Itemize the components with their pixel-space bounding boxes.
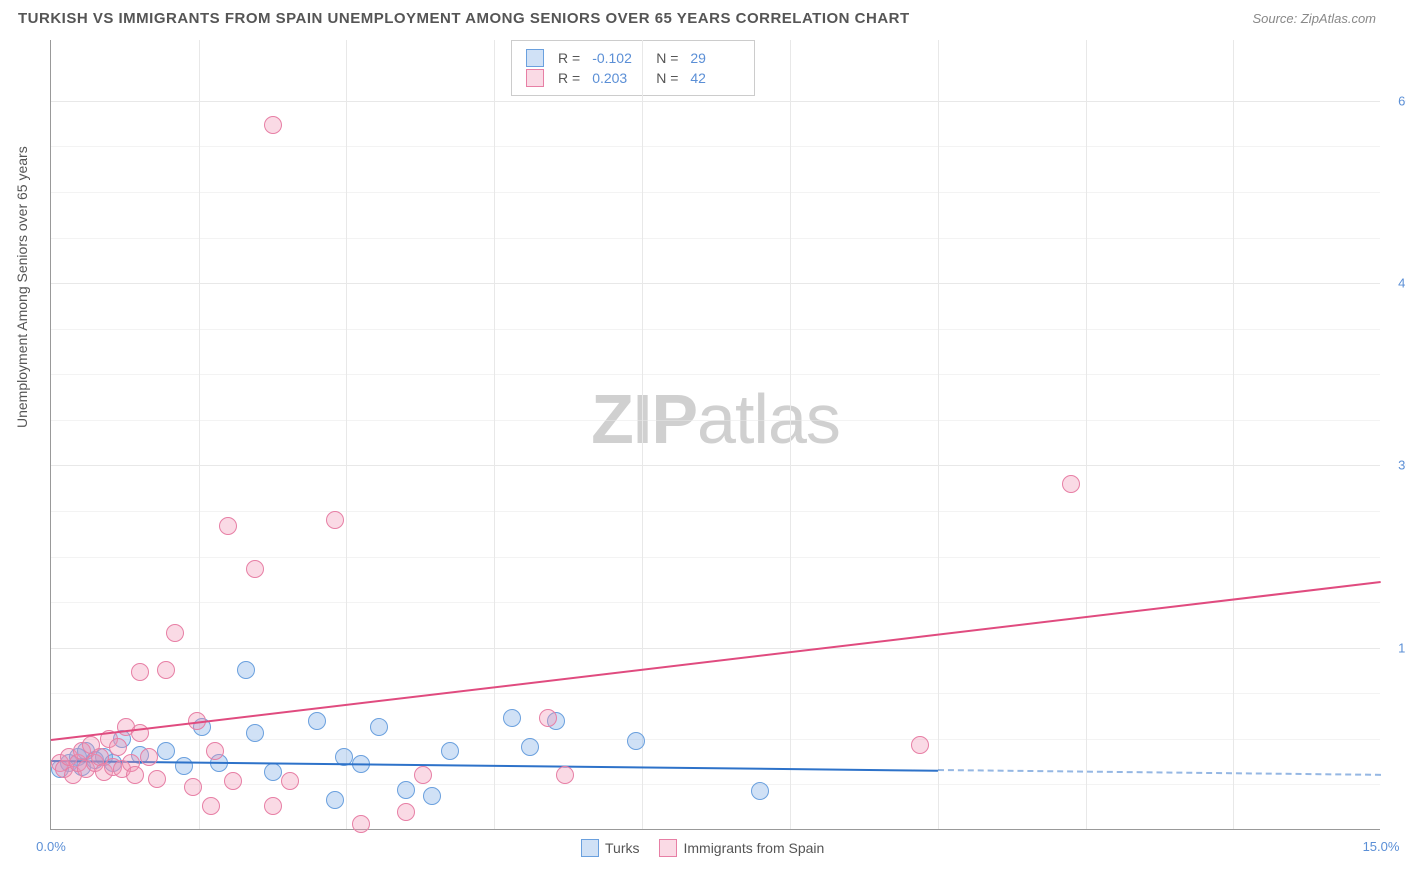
scatter-point — [539, 709, 557, 727]
gridline-h-minor — [51, 146, 1380, 147]
scatter-point — [246, 724, 264, 742]
x-tick-label: 15.0% — [1363, 839, 1400, 854]
gridline-h-minor — [51, 784, 1380, 785]
scatter-point — [414, 766, 432, 784]
trend-line-dashed — [938, 769, 1381, 776]
scatter-point — [264, 763, 282, 781]
n-value: 42 — [690, 70, 740, 86]
scatter-point — [131, 724, 149, 742]
scatter-point — [397, 781, 415, 799]
n-label: N = — [656, 50, 678, 66]
chart-title: TURKISH VS IMMIGRANTS FROM SPAIN UNEMPLO… — [18, 10, 910, 27]
gridline-v — [346, 40, 347, 829]
scatter-point — [246, 560, 264, 578]
gridline-h — [51, 101, 1380, 102]
legend-series-label: Immigrants from Spain — [683, 840, 824, 856]
legend-series-item: Turks — [581, 839, 639, 857]
gridline-h-minor — [51, 693, 1380, 694]
gridline-v — [1086, 40, 1087, 829]
scatter-point — [503, 709, 521, 727]
watermark: ZIPatlas — [591, 379, 840, 459]
scatter-point — [140, 748, 158, 766]
y-tick-label: 45.0% — [1398, 276, 1406, 291]
scatter-point — [224, 772, 242, 790]
scatter-point — [131, 663, 149, 681]
gridline-v — [199, 40, 200, 829]
scatter-point — [281, 772, 299, 790]
gridline-h-minor — [51, 557, 1380, 558]
legend-swatch — [526, 69, 544, 87]
n-label: N = — [656, 70, 678, 86]
legend-swatch — [526, 49, 544, 67]
n-value: 29 — [690, 50, 740, 66]
scatter-point — [627, 732, 645, 750]
scatter-point — [397, 803, 415, 821]
x-tick-label: 0.0% — [36, 839, 66, 854]
r-label: R = — [558, 70, 580, 86]
gridline-h-minor — [51, 374, 1380, 375]
scatter-point — [911, 736, 929, 754]
scatter-point — [184, 778, 202, 796]
scatter-point — [109, 738, 127, 756]
y-axis-label: Unemployment Among Seniors over 65 years — [14, 146, 30, 428]
scatter-point — [326, 511, 344, 529]
gridline-h-minor — [51, 602, 1380, 603]
y-tick-label: 30.0% — [1398, 458, 1406, 473]
gridline-h-minor — [51, 238, 1380, 239]
legend-series-item: Immigrants from Spain — [659, 839, 824, 857]
scatter-point — [175, 757, 193, 775]
series-legend: Turks Immigrants from Spain — [581, 839, 824, 857]
scatter-point — [352, 815, 370, 833]
r-label: R = — [558, 50, 580, 66]
scatter-point — [326, 791, 344, 809]
gridline-h-minor — [51, 192, 1380, 193]
scatter-point — [219, 517, 237, 535]
y-tick-label: 15.0% — [1398, 640, 1406, 655]
gridline-h-minor — [51, 511, 1380, 512]
correlation-legend: R = -0.102 N = 29 R = 0.203 N = 42 — [511, 40, 755, 96]
gridline-v — [642, 40, 643, 829]
legend-stat-row: R = -0.102 N = 29 — [526, 49, 740, 67]
legend-series-label: Turks — [605, 840, 639, 856]
gridline-h — [51, 465, 1380, 466]
gridline-v — [790, 40, 791, 829]
scatter-point — [751, 782, 769, 800]
chart-plot-area: ZIPatlas R =-0.102N =29R =0.203N =42 Tur… — [50, 40, 1380, 830]
r-value: 0.203 — [592, 70, 642, 86]
scatter-point — [148, 770, 166, 788]
legend-stat-row: R = 0.203 N = 42 — [526, 69, 740, 87]
scatter-point — [556, 766, 574, 784]
scatter-point — [423, 787, 441, 805]
scatter-point — [157, 661, 175, 679]
scatter-point — [157, 742, 175, 760]
source-attribution: Source: ZipAtlas.com — [1252, 11, 1376, 26]
r-value: -0.102 — [592, 50, 642, 66]
gridline-h — [51, 648, 1380, 649]
legend-swatch — [581, 839, 599, 857]
scatter-point — [308, 712, 326, 730]
scatter-point — [206, 742, 224, 760]
scatter-point — [126, 766, 144, 784]
gridline-h — [51, 283, 1380, 284]
gridline-v — [938, 40, 939, 829]
gridline-h-minor — [51, 329, 1380, 330]
scatter-point — [237, 661, 255, 679]
legend-swatch — [659, 839, 677, 857]
gridline-v — [494, 40, 495, 829]
scatter-point — [1062, 475, 1080, 493]
scatter-point — [441, 742, 459, 760]
scatter-point — [202, 797, 220, 815]
y-tick-label: 60.0% — [1398, 93, 1406, 108]
scatter-point — [370, 718, 388, 736]
gridline-v — [1233, 40, 1234, 829]
gridline-h-minor — [51, 420, 1380, 421]
scatter-point — [166, 624, 184, 642]
scatter-point — [521, 738, 539, 756]
scatter-point — [264, 797, 282, 815]
scatter-point — [264, 116, 282, 134]
